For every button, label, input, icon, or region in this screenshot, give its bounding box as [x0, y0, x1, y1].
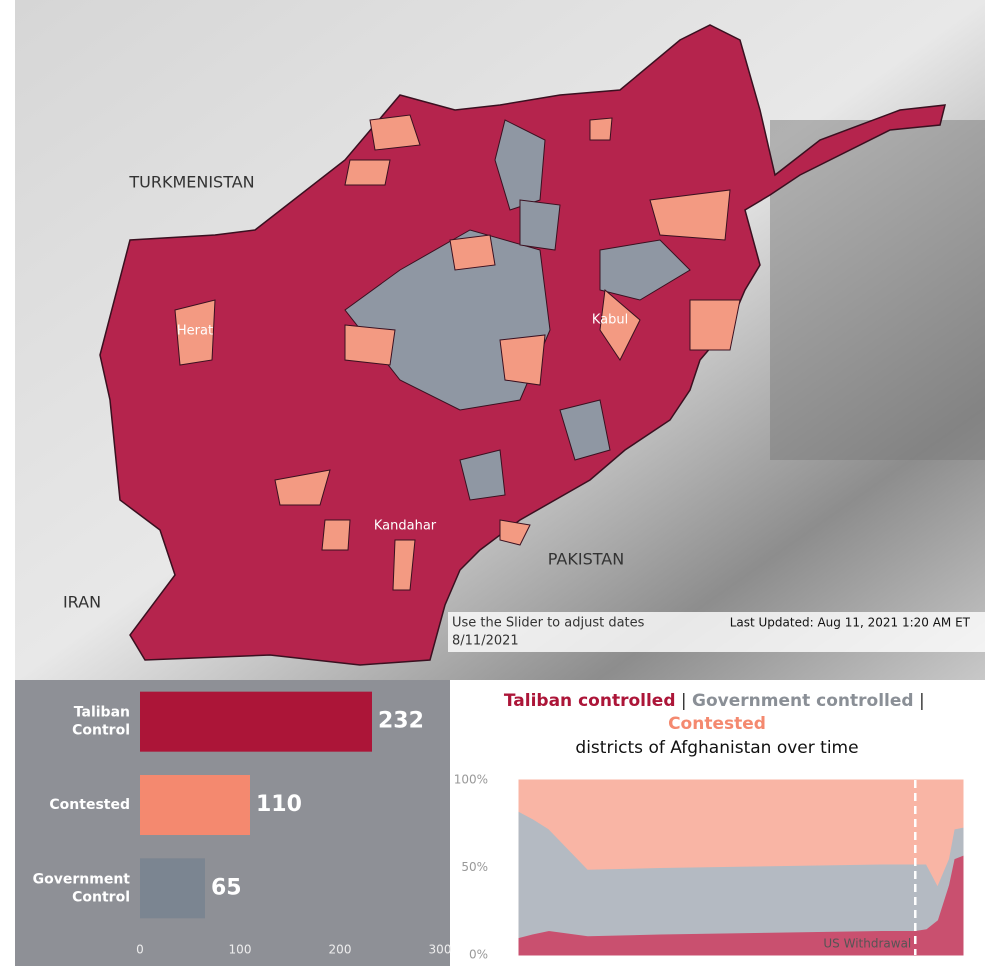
category-label: Government Control	[33, 871, 131, 905]
government-districts	[344, 119, 691, 501]
x-tick-label: 200	[329, 943, 352, 957]
area-title: Taliban controlled | Government controll…	[504, 691, 930, 711]
y-tick-label: 0%	[469, 948, 488, 962]
x-tick-label: 100	[229, 943, 252, 957]
area-subtitle: districts of Afghanistan over time	[575, 738, 858, 758]
map-label: Kabul	[592, 313, 628, 328]
contested-districts	[174, 114, 741, 591]
area	[518, 779, 964, 887]
x-tick-label: 0	[136, 943, 144, 957]
y-tick-label: 50%	[461, 860, 488, 874]
title-part: |	[675, 691, 692, 711]
area-series	[518, 779, 964, 956]
y-tick-label: 100%	[454, 773, 488, 787]
title-part: |	[914, 691, 931, 711]
map-label: IRAN	[63, 593, 101, 612]
category-label: Taliban Control	[72, 705, 130, 739]
annotation-label: US Withdrawal	[823, 937, 911, 951]
title-part: Contested	[668, 714, 766, 734]
bar	[140, 858, 205, 919]
value-label: 110	[256, 792, 302, 817]
last-updated: Last Updated: Aug 11, 2021 1:20 AM ET	[730, 616, 971, 630]
category-label: Contested	[49, 797, 130, 813]
bar	[140, 691, 372, 752]
title-part: Taliban controlled	[504, 691, 676, 711]
bar	[140, 775, 250, 835]
value-label: 232	[378, 709, 424, 734]
map-label: Herat	[177, 324, 213, 339]
slider-hint: Use the Slider to adjust dates	[452, 616, 645, 631]
map-label: PAKISTAN	[548, 550, 624, 569]
title-part: Government controlled	[692, 691, 914, 711]
mountains	[770, 120, 985, 460]
info-strip	[448, 612, 985, 652]
map-label: Kandahar	[374, 519, 437, 534]
x-tick-label: 300	[429, 943, 452, 957]
map-label: TURKMENISTAN	[128, 173, 254, 192]
slider-date[interactable]: 8/11/2021	[452, 634, 519, 649]
value-label: 65	[211, 875, 242, 900]
